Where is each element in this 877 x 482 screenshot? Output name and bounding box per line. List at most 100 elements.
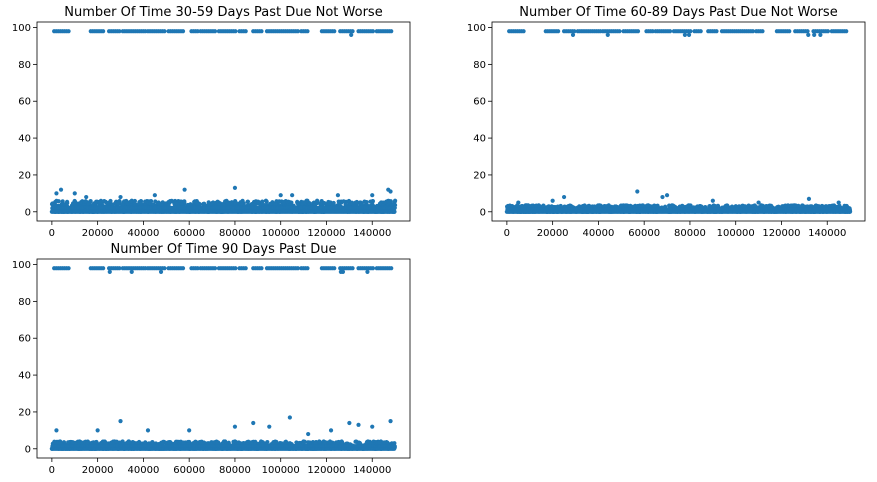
chart-panel-1: 0 20000 40000 60000 80000 100000 120000 1400000… [12, 5, 411, 239]
data-point [260, 199, 265, 204]
x-tick-label: 60000 [173, 228, 205, 239]
data-point [812, 32, 817, 38]
data-point [116, 201, 121, 206]
data-point [710, 198, 715, 203]
y-tick-label: 20 [18, 170, 31, 181]
data-point [572, 29, 577, 34]
data-point [787, 29, 792, 34]
data-point [756, 200, 761, 205]
data-point [245, 199, 251, 204]
data-point [110, 202, 115, 207]
plot-area [504, 29, 853, 214]
data-point [102, 199, 107, 204]
data-point [243, 29, 248, 34]
data-point [364, 200, 369, 205]
data-point [71, 202, 76, 207]
data-point [307, 201, 312, 206]
data-point [818, 32, 823, 38]
y-tick-label: 0 [480, 207, 486, 218]
data-point [561, 194, 567, 200]
data-point [331, 200, 336, 206]
data-point [370, 29, 376, 34]
data-point [290, 193, 295, 198]
x-tick-label: 140000 [808, 228, 846, 239]
chart-title: Number Of Time 60-89 Days Past Due Not W… [519, 5, 837, 20]
data-point [660, 194, 665, 200]
data-point [344, 202, 349, 207]
data-point [635, 29, 641, 34]
data-point [182, 199, 187, 204]
data-point [393, 198, 398, 203]
x-tick-label: 20000 [537, 228, 569, 239]
data-point [296, 202, 301, 207]
outlier-points [54, 185, 393, 200]
data-point [566, 204, 571, 209]
data-point [813, 203, 818, 208]
data-point [604, 204, 609, 209]
data-point [541, 203, 546, 208]
data-point [239, 202, 244, 207]
x-tick-label: 0 [49, 228, 55, 239]
data-point [84, 194, 89, 200]
data-point [162, 29, 167, 34]
data-point [60, 199, 65, 204]
data-point [268, 201, 273, 207]
data-point [54, 198, 59, 203]
x-tick-label: 60000 [628, 228, 660, 239]
data-point [698, 29, 703, 34]
data-point [370, 193, 375, 198]
data-point [570, 32, 576, 38]
chart-panel-3: 0 20000 40000 60000 80000 100000 120000 1400000… [12, 242, 411, 476]
data-point [301, 200, 306, 205]
data-point [54, 191, 59, 196]
data-point [667, 29, 673, 34]
data-point [66, 29, 71, 34]
data-point [202, 201, 207, 206]
data-point [153, 199, 158, 204]
data-point [688, 29, 693, 34]
data-point [332, 29, 337, 34]
data-point [117, 29, 122, 34]
data-point [233, 29, 238, 34]
data-point [86, 201, 91, 206]
data-point [392, 205, 397, 211]
y-tick-label: 40 [18, 134, 31, 145]
x-tick-label: 120000 [762, 228, 800, 239]
data-point [62, 202, 67, 207]
data-point [760, 29, 765, 34]
data-point [167, 200, 172, 205]
data-point [623, 203, 628, 208]
axes-frame [36, 21, 411, 222]
data-point [315, 198, 320, 203]
high-value-points [52, 29, 394, 38]
data-point [259, 29, 264, 34]
data-point [844, 29, 849, 34]
data-point [58, 187, 64, 192]
data-point [341, 199, 346, 204]
data-point [605, 32, 610, 38]
data-point [349, 32, 354, 38]
y-tick-label: 100 [12, 23, 31, 34]
data-point [350, 29, 355, 34]
low-value-band [49, 439, 397, 451]
data-point [847, 207, 852, 212]
x-tick-label: 0 [504, 228, 510, 239]
data-point [281, 200, 286, 205]
data-point [386, 200, 391, 205]
data-point [143, 199, 148, 204]
data-point [521, 29, 526, 34]
data-point [128, 199, 133, 205]
data-point [72, 191, 77, 196]
y-tick-label: 60 [473, 97, 486, 108]
data-point [118, 194, 123, 200]
x-tick-label: 100000 [717, 228, 755, 239]
data-point [645, 203, 650, 208]
x-tick-label: 40000 [128, 228, 160, 239]
data-point [349, 200, 355, 205]
y-tick-label: 20 [473, 170, 486, 181]
x-tick-label: 100000 [262, 228, 300, 239]
data-point [806, 32, 811, 38]
data-point [377, 201, 383, 206]
data-point [750, 29, 755, 34]
